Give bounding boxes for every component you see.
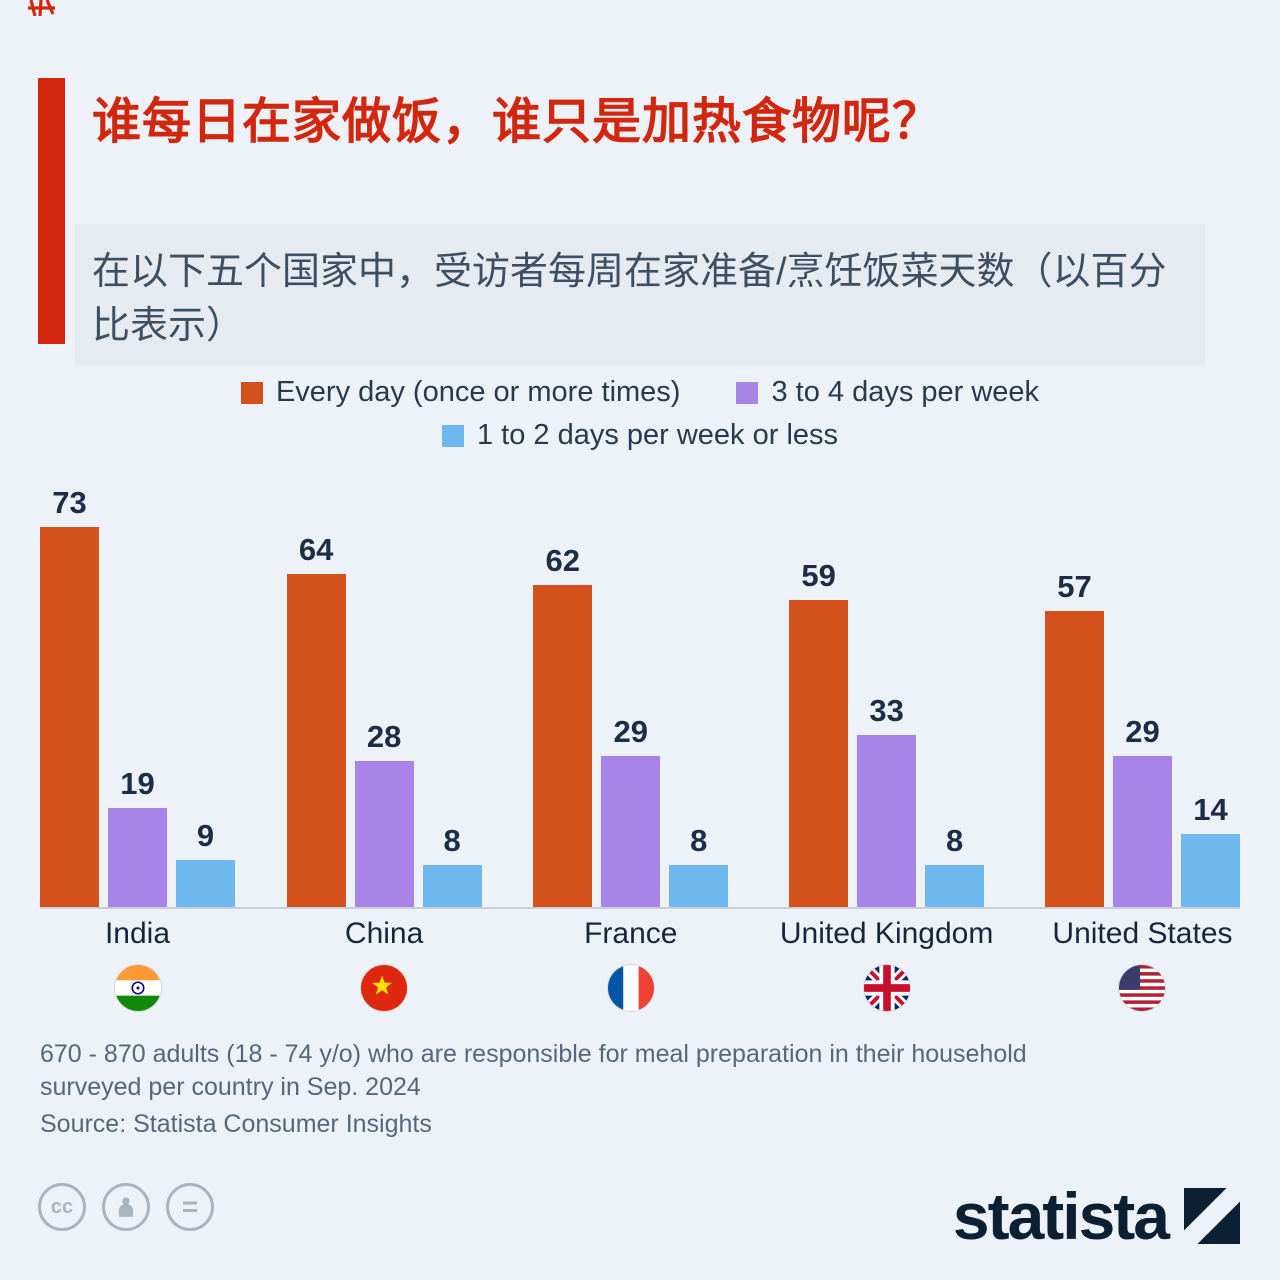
bar-value-label: 62	[545, 542, 580, 578]
bar-wrap: 57	[1044, 568, 1104, 907]
bar-group-india: 73 19 9 India	[40, 470, 235, 1011]
bar-wrap: 8	[422, 823, 482, 907]
bar-wrap: 8	[669, 823, 729, 907]
bar	[925, 865, 985, 907]
india-flag	[114, 965, 161, 1011]
bar-value-label: 29	[613, 714, 648, 750]
legend-item-3-4-days: 3 to 4 days per week	[736, 376, 1039, 409]
bar-set: 59 33 8	[789, 470, 985, 907]
bar-group-united-kingdom: 59 33 8 United Kingdom	[780, 470, 993, 1011]
legend-label: 3 to 4 days per week	[771, 376, 1040, 408]
united-states-flag	[1119, 965, 1166, 1011]
cc-license-icon[interactable]: cc	[38, 1183, 86, 1231]
bar-group-france: 62 29 8 France	[533, 470, 729, 1011]
bar-value-label: 73	[52, 485, 87, 521]
bar-group-united-states: 57 29 14 United States	[1044, 470, 1240, 1011]
bar	[1112, 756, 1172, 907]
bar-value-label: 29	[1125, 714, 1160, 750]
bar-value-label: 9	[196, 818, 215, 854]
chart-legend: Every day (once or more times) 3 to 4 da…	[0, 376, 1280, 452]
bar-set: 64 28 8	[286, 470, 482, 907]
bar-wrap: 29	[601, 714, 661, 907]
legend-label: 1 to 2 days per week or less	[476, 419, 839, 451]
country-label: United Kingdom	[779, 917, 994, 950]
bar-value-label: 64	[298, 532, 334, 568]
france-flag	[607, 965, 654, 1011]
bar-value-label: 33	[869, 693, 904, 729]
footnote: 670 - 870 adults (18 - 74 y/o) who are r…	[40, 1040, 1027, 1101]
bar	[601, 756, 661, 907]
bar	[669, 865, 729, 907]
country-label: India	[104, 917, 171, 950]
attribution-person-icon[interactable]	[102, 1183, 150, 1231]
bar-set: 62 29 8	[533, 470, 729, 907]
statista-logo[interactable]: statista	[953, 1178, 1240, 1254]
bar	[40, 527, 99, 907]
legend-swatch-orange	[240, 381, 263, 404]
united-kingdom-flag	[863, 965, 910, 1011]
bar-wrap: 9	[176, 818, 235, 907]
country-label: United States	[1052, 917, 1233, 950]
bar-value-label: 8	[690, 823, 708, 859]
page-subtitle: 在以下五个国家中，受访者每周在家准备/烹饪饭菜天数（以百分比表示）	[92, 251, 1167, 347]
source-line: Source: Statista Consumer Insights	[40, 1110, 432, 1138]
bar-wrap: 59	[789, 558, 849, 907]
page-title: 谁每日在家做饭，谁只是加热食物呢？	[92, 95, 943, 149]
bar-value-label: 19	[120, 766, 155, 802]
bar-value-label: 8	[945, 823, 964, 859]
bar	[286, 574, 346, 907]
bar-set: 57 29 14	[1044, 470, 1240, 907]
bar-wrap: 14	[1180, 792, 1240, 907]
license-badges: cc =	[38, 1183, 214, 1231]
bar	[533, 584, 593, 907]
bar-chart: 73 19 9 India 64 28 8 China 62 29 8 France 59 33 8 Unit…	[40, 470, 1240, 1011]
bar-wrap: 73	[40, 485, 99, 907]
bar	[1044, 610, 1104, 907]
bar	[789, 600, 849, 907]
statista-logo-text: statista	[952, 1179, 1170, 1253]
chart-baseline	[40, 907, 1240, 909]
country-label: China	[344, 917, 424, 950]
bar-value-label: 57	[1057, 568, 1092, 604]
bar-value-label: 59	[801, 558, 836, 594]
title-accent-bar	[38, 78, 65, 344]
legend-swatch-purple	[736, 381, 759, 404]
bar	[354, 761, 414, 907]
statista-logo-mark	[1184, 1188, 1240, 1244]
cropped-glyph-artifact	[26, 0, 58, 16]
bar-wrap: 19	[108, 766, 167, 907]
subtitle-box: 在以下五个国家中，受访者每周在家准备/烹饪饭菜天数（以百分比表示）	[75, 224, 1205, 366]
legend-item-1-2-days: 1 to 2 days per week or less	[441, 419, 839, 452]
country-label: France	[584, 917, 678, 950]
bar-wrap: 28	[354, 719, 414, 907]
legend-row-2: 1 to 2 days per week or less	[441, 419, 839, 452]
legend-row-1: Every day (once or more times) 3 to 4 da…	[240, 376, 1039, 409]
bar-set: 73 19 9	[40, 470, 235, 907]
bar-value-label: 14	[1193, 792, 1228, 828]
bar-value-label: 28	[366, 719, 402, 755]
bar-wrap: 29	[1112, 714, 1172, 907]
bar	[176, 860, 235, 907]
legend-swatch-blue	[441, 424, 464, 447]
bar	[108, 808, 167, 907]
bar-wrap: 8	[925, 823, 985, 907]
bar-group-china: 64 28 8 China	[286, 470, 482, 1011]
bar-wrap: 62	[533, 542, 593, 907]
bar	[422, 865, 482, 907]
bar-wrap: 33	[857, 693, 917, 907]
bar-wrap: 64	[286, 532, 346, 907]
equal-sign-icon[interactable]: =	[166, 1183, 214, 1231]
bar	[1180, 834, 1240, 907]
china-flag	[361, 965, 408, 1011]
bar	[857, 735, 917, 907]
bar-value-label: 8	[443, 823, 461, 859]
legend-item-every-day: Every day (once or more times)	[240, 376, 681, 409]
legend-label: Every day (once or more times)	[275, 376, 681, 408]
